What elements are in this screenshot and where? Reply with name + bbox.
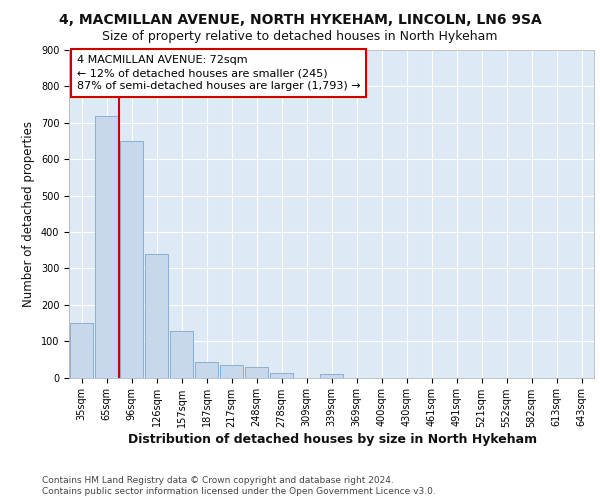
- Text: Contains public sector information licensed under the Open Government Licence v3: Contains public sector information licen…: [42, 488, 436, 496]
- Text: Contains HM Land Registry data © Crown copyright and database right 2024.: Contains HM Land Registry data © Crown c…: [42, 476, 394, 485]
- Text: 4 MACMILLAN AVENUE: 72sqm
← 12% of detached houses are smaller (245)
87% of semi: 4 MACMILLAN AVENUE: 72sqm ← 12% of detac…: [77, 55, 361, 92]
- Bar: [70, 323, 93, 378]
- Bar: [120, 141, 143, 378]
- Bar: [245, 368, 268, 378]
- Bar: [145, 254, 168, 378]
- Bar: [195, 362, 218, 378]
- Text: Size of property relative to detached houses in North Hykeham: Size of property relative to detached ho…: [102, 30, 498, 43]
- Y-axis label: Number of detached properties: Number of detached properties: [22, 120, 35, 306]
- Bar: [270, 373, 293, 378]
- Bar: [170, 331, 193, 378]
- Bar: [220, 365, 243, 378]
- Bar: [95, 116, 118, 378]
- Text: 4, MACMILLAN AVENUE, NORTH HYKEHAM, LINCOLN, LN6 9SA: 4, MACMILLAN AVENUE, NORTH HYKEHAM, LINC…: [59, 12, 541, 26]
- Bar: [320, 374, 343, 378]
- Text: Distribution of detached houses by size in North Hykeham: Distribution of detached houses by size …: [128, 432, 538, 446]
